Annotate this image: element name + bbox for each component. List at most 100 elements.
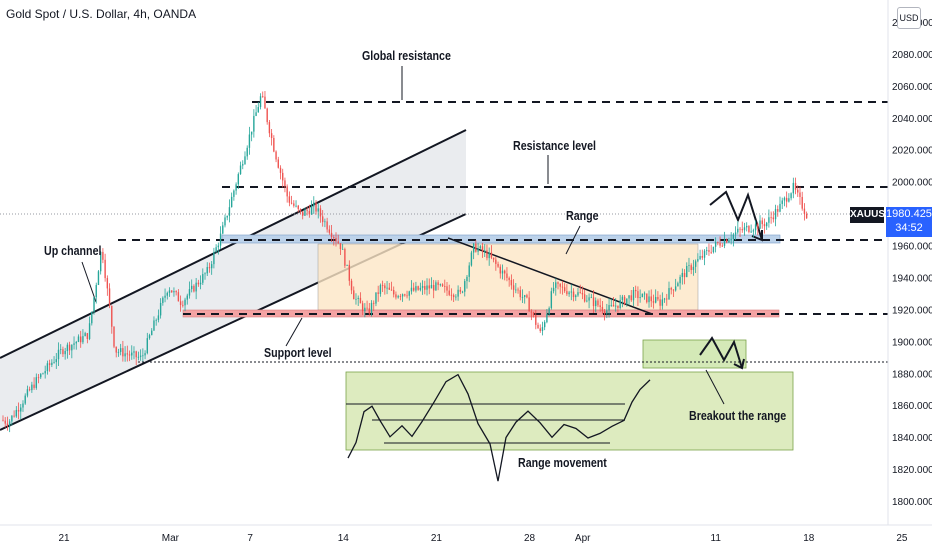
candle-body <box>293 203 295 206</box>
candle-body <box>452 295 455 298</box>
candle-body <box>333 237 335 238</box>
price-tick-label: 1940.000 <box>892 273 932 284</box>
candle-body <box>772 217 775 220</box>
candle-body <box>752 230 755 232</box>
candle-body <box>339 243 342 250</box>
candle-body <box>361 303 364 312</box>
candle-body <box>701 255 703 258</box>
candle-body <box>517 289 519 291</box>
candle-body <box>31 384 33 391</box>
candle-body <box>543 322 546 328</box>
candle-body <box>230 196 233 208</box>
candle-body <box>723 239 726 246</box>
candle-body <box>408 291 410 296</box>
candle-body <box>215 247 217 253</box>
candle-body <box>532 312 535 316</box>
price-tick-label: 1800.000 <box>892 497 932 508</box>
candle-body <box>794 182 797 190</box>
candle-body <box>288 196 291 203</box>
candle-body <box>282 172 284 181</box>
price-tick-label: 1920.000 <box>892 305 932 316</box>
breakout-arrow <box>699 336 743 369</box>
candle-body <box>75 341 77 344</box>
candle-body <box>404 294 406 296</box>
time-axis[interactable]: 21Mar7142128Apr111825May <box>58 533 932 544</box>
candle-body <box>535 315 537 325</box>
candle-body <box>313 202 315 207</box>
candle-body <box>122 348 124 357</box>
candle-body <box>457 289 459 297</box>
candle-body <box>24 395 26 404</box>
time-tick-label: 25 <box>896 533 908 544</box>
annotation-resistance-level: Resistance level <box>513 138 596 153</box>
candle-body <box>468 265 470 277</box>
candle-body <box>550 291 553 309</box>
candle-body <box>586 300 588 302</box>
candle-body <box>421 286 424 288</box>
candle-body <box>610 304 612 306</box>
candle-body <box>51 362 53 365</box>
candle-body <box>60 349 62 351</box>
candle-body <box>783 197 786 201</box>
candle-body <box>781 200 783 204</box>
candle-body <box>224 217 226 226</box>
candle-body <box>275 151 277 160</box>
candle-body <box>321 216 324 223</box>
candle-body <box>388 287 390 290</box>
projection-arrow <box>709 190 763 241</box>
range-movement-box <box>345 371 794 451</box>
candle-body <box>393 290 395 295</box>
candle-body <box>66 344 69 352</box>
candle-body <box>508 277 510 281</box>
candle-body <box>84 333 86 337</box>
candle-body <box>681 272 684 277</box>
candle-body <box>226 215 228 218</box>
candle-body <box>199 282 202 285</box>
candle-body <box>359 297 362 304</box>
candle-body <box>435 282 437 291</box>
annotation-support-level: Support level <box>264 345 332 360</box>
candle-body <box>40 374 42 378</box>
candle-body <box>91 311 93 324</box>
candle-body <box>48 363 51 365</box>
candle-body <box>255 112 257 116</box>
candle-body <box>33 384 35 388</box>
candle-body <box>552 287 555 292</box>
price-tick-label: 2080.000 <box>892 50 932 61</box>
candle-body <box>139 355 142 357</box>
candle-body <box>712 246 715 253</box>
candle-body <box>619 299 621 308</box>
annotation-breakout: Breakout the range <box>689 408 787 423</box>
candle-body <box>770 217 772 219</box>
candle-body <box>506 273 508 278</box>
candle-body <box>555 282 557 288</box>
candle-body <box>666 298 668 300</box>
candle-body <box>244 156 246 165</box>
candle-body <box>326 221 328 230</box>
candle-body <box>44 371 46 374</box>
candle-body <box>719 243 721 246</box>
candle-body <box>415 286 417 291</box>
candle-body <box>668 288 670 300</box>
candle-body <box>86 333 89 339</box>
candle-body <box>732 234 735 239</box>
price-axis[interactable]: 1800.000 1820.000 1840.000 1860.000 1880.000… <box>892 18 932 508</box>
currency-button[interactable]: USD <box>897 7 921 29</box>
candle-body <box>217 245 220 248</box>
price-tick-label: 1880.000 <box>892 369 932 380</box>
candles-layer <box>2 91 808 433</box>
candle-body <box>131 352 133 356</box>
candle-body <box>119 348 122 352</box>
candle-body <box>341 249 344 250</box>
candle-body <box>768 217 770 223</box>
candle-body <box>397 296 399 298</box>
candle-body <box>262 96 264 98</box>
candle-body <box>615 305 617 307</box>
candle-body <box>448 290 450 295</box>
candle-body <box>88 323 91 339</box>
candle-body <box>710 251 712 253</box>
candle-body <box>315 202 317 212</box>
candle-body <box>399 296 402 297</box>
candle-body <box>259 96 262 108</box>
